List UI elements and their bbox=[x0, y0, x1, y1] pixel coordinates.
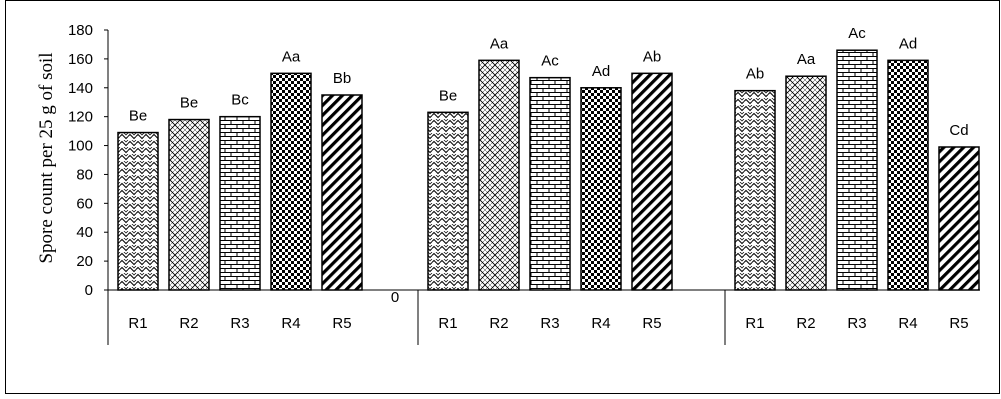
x-tick-label: R3 bbox=[230, 315, 249, 332]
bar-r4 bbox=[270, 72, 312, 291]
y-tick-label: 140 bbox=[68, 80, 93, 97]
bar-data-label: Ab bbox=[746, 66, 764, 83]
bar-data-label: Aa bbox=[797, 51, 816, 68]
plot-area: Be R1 Be R2 Bc R3 Aa R4 Bb R5 Be R1 Aa R2 Ac R3 Ad R4 Ab R5… bbox=[107, 25, 980, 345]
y-tick-label: 80 bbox=[76, 166, 93, 183]
x-tick-label: R1 bbox=[745, 315, 764, 332]
bar-data-label: Ad bbox=[592, 63, 610, 80]
y-tick-label: 160 bbox=[68, 51, 93, 68]
y-tick-label: 20 bbox=[76, 253, 93, 270]
bar-r3 bbox=[529, 76, 571, 291]
x-tick-label: R2 bbox=[796, 315, 815, 332]
x-tick-label: R5 bbox=[642, 315, 661, 332]
bar-r2 bbox=[478, 59, 520, 291]
x-tick-label: R4 bbox=[898, 315, 917, 332]
bar-data-label: Bb bbox=[333, 70, 351, 87]
bar-r5 bbox=[938, 146, 980, 291]
y-axis: 0 20 40 60 80 100 120 140 160 180 bbox=[68, 22, 109, 299]
x-tick-label: R2 bbox=[179, 315, 198, 332]
y-tick-label: 40 bbox=[76, 224, 93, 241]
bar-r1 bbox=[427, 111, 469, 291]
gap-zero-label: 0 bbox=[391, 289, 399, 306]
bar-r2 bbox=[168, 118, 210, 291]
y-tick-label: 180 bbox=[68, 22, 93, 39]
x-tick-label: R5 bbox=[949, 315, 968, 332]
bar-data-label: Be bbox=[180, 95, 198, 112]
bar-data-label: Ac bbox=[541, 53, 559, 70]
x-tick-label: R3 bbox=[847, 315, 866, 332]
bar-r4 bbox=[580, 87, 622, 291]
bar-data-label: Ab bbox=[643, 48, 661, 65]
bar-data-label: Aa bbox=[490, 35, 509, 52]
y-tick-label: 120 bbox=[68, 109, 93, 126]
y-tick-label: 100 bbox=[68, 138, 93, 155]
bar-r1 bbox=[734, 89, 776, 291]
bar-data-label: Ac bbox=[848, 25, 866, 42]
bar-data-label: Cd bbox=[949, 122, 968, 139]
bar-r4 bbox=[887, 59, 929, 291]
x-tick-label: R5 bbox=[332, 315, 351, 332]
bar-r3 bbox=[219, 115, 261, 291]
y-tick-label: 60 bbox=[76, 195, 93, 212]
x-tick-label: R4 bbox=[591, 315, 610, 332]
bar-data-label: Bc bbox=[231, 92, 249, 109]
x-tick-label: R3 bbox=[540, 315, 559, 332]
x-tick-label: R1 bbox=[128, 315, 147, 332]
bar-data-label: Aa bbox=[282, 48, 301, 65]
bar-r2 bbox=[785, 75, 827, 291]
bar-data-label: Ad bbox=[899, 35, 917, 52]
x-tick-label: R1 bbox=[438, 315, 457, 332]
x-tick-label: R4 bbox=[281, 315, 300, 332]
bar-r1 bbox=[117, 131, 159, 291]
x-tick-label: R2 bbox=[489, 315, 508, 332]
bar-data-label: Be bbox=[129, 108, 147, 125]
bar-data-label: Be bbox=[439, 87, 457, 104]
bar-r5 bbox=[321, 94, 363, 291]
y-axis-label: Spore count per 25 g of soil bbox=[36, 52, 57, 263]
bar-r3 bbox=[836, 49, 878, 291]
y-tick-label: 0 bbox=[85, 282, 93, 299]
bar-r5 bbox=[631, 72, 673, 291]
